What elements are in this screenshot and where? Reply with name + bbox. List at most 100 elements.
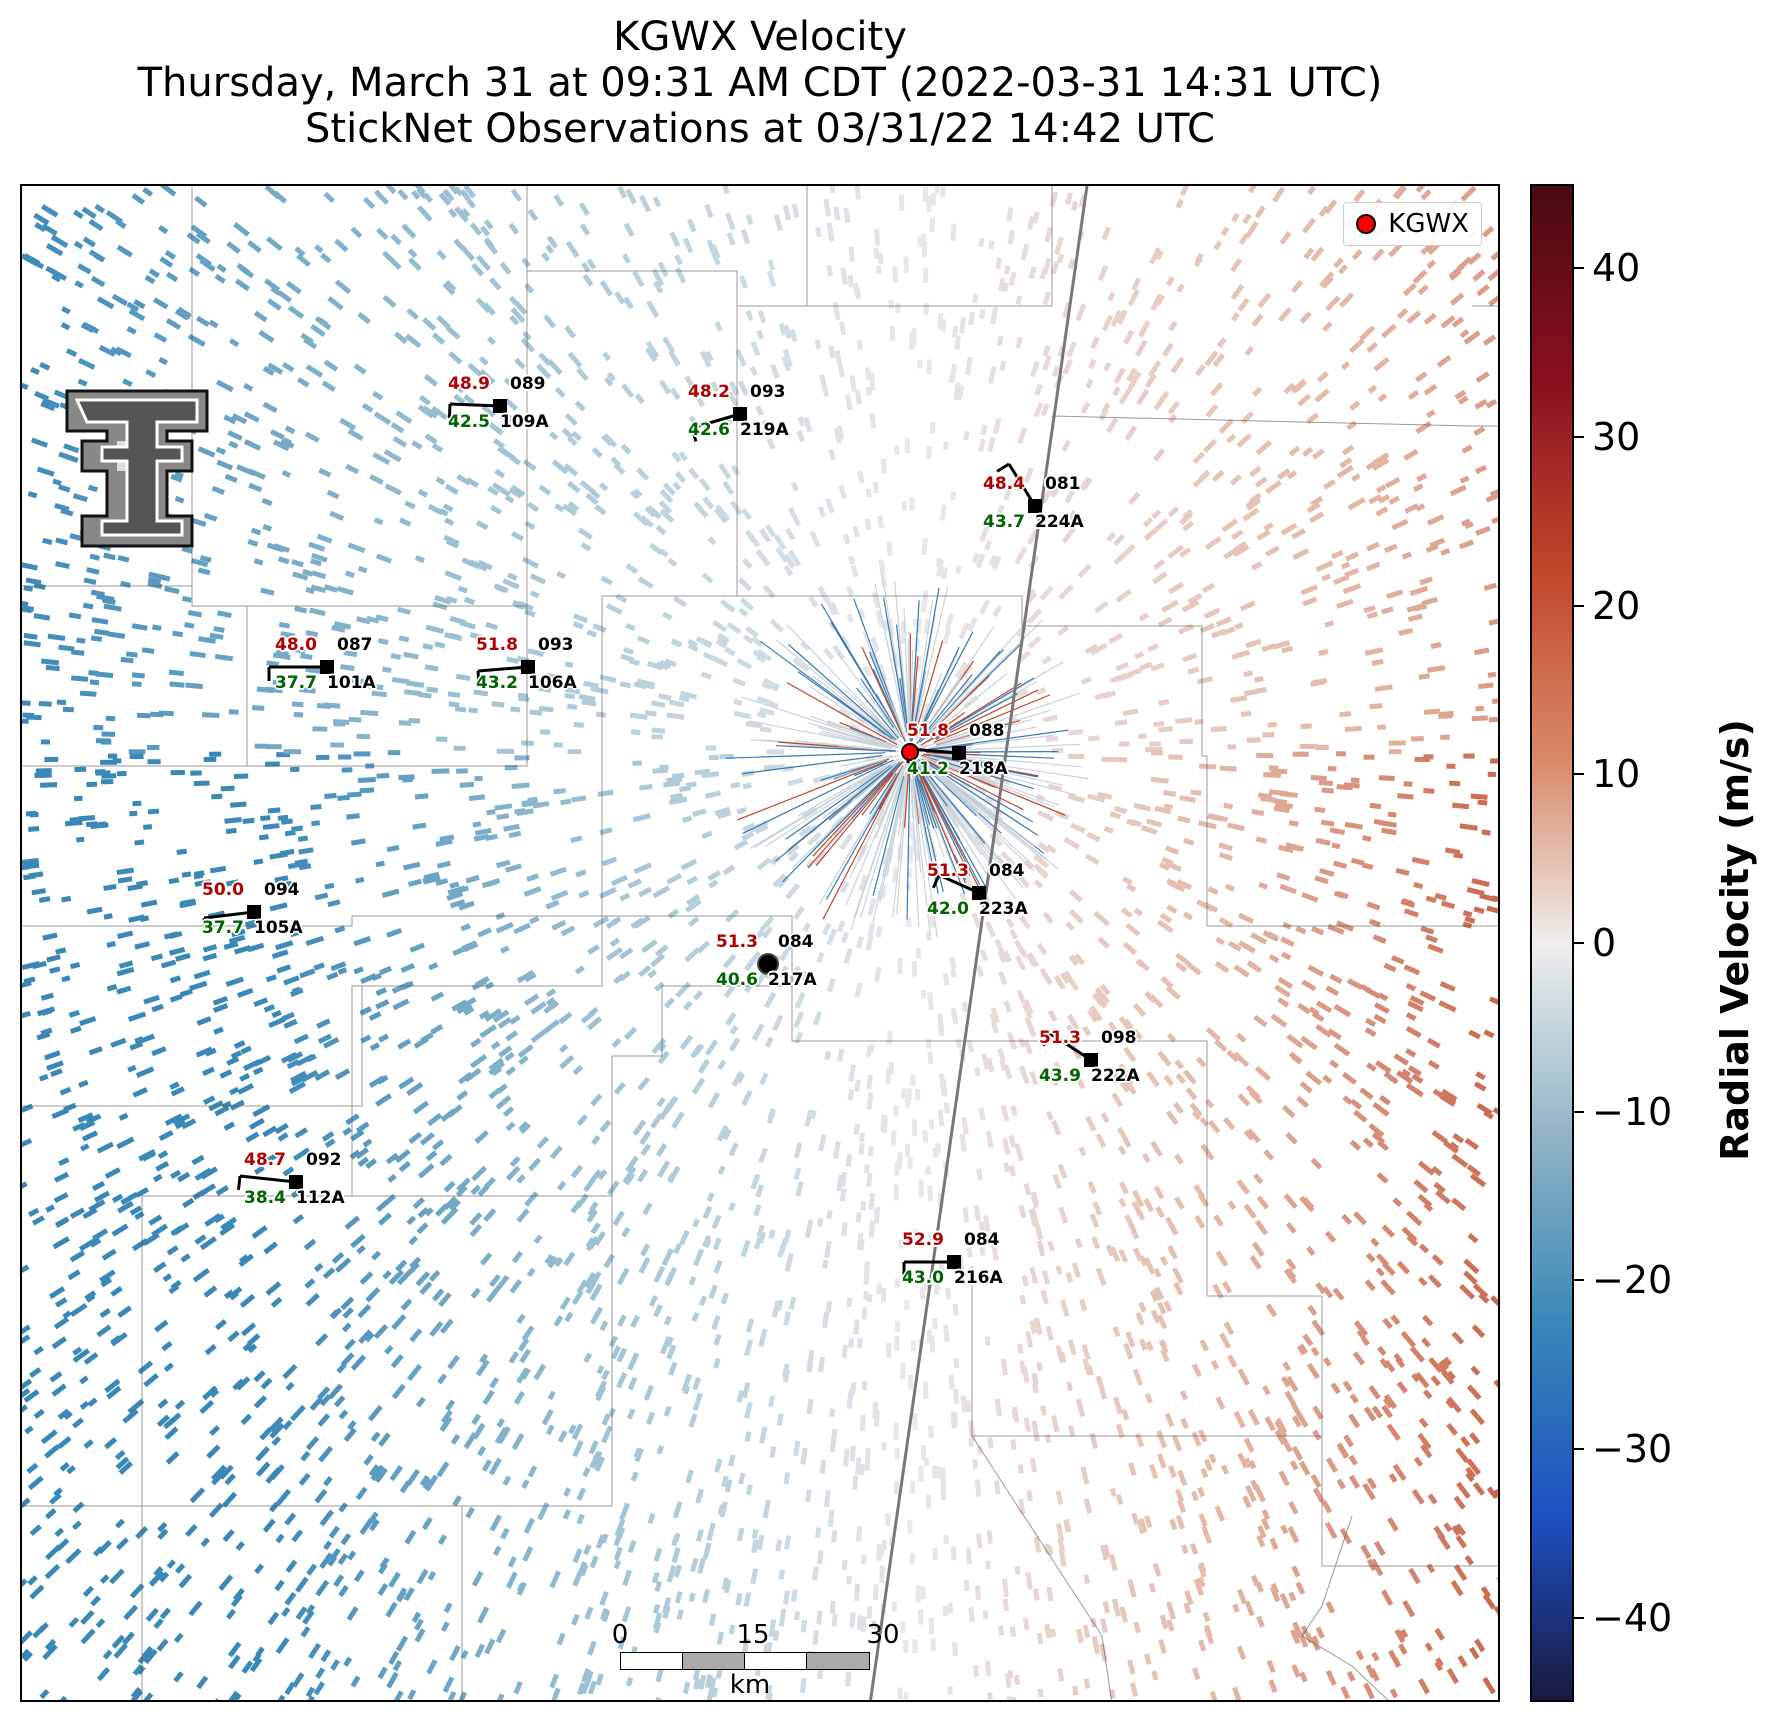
station-216A xyxy=(902,1255,961,1276)
colorbar-tick-label: 40 xyxy=(1592,246,1641,291)
colorbar-tick xyxy=(1574,1279,1584,1282)
station-223A xyxy=(931,873,986,900)
legend: KGWX xyxy=(1343,202,1482,246)
station-marker xyxy=(972,886,986,900)
station-wind-dir: 092 xyxy=(306,1150,342,1170)
station-temp: 48.7 xyxy=(244,1150,286,1170)
scale-label-0: 0 xyxy=(611,1620,629,1650)
station-temp: 51.8 xyxy=(476,635,518,655)
station-dewpoint: 43.7 xyxy=(983,512,1025,532)
colorbar-tick-label: −30 xyxy=(1592,1427,1673,1471)
wind-barb-flag xyxy=(202,917,208,933)
station-id: 101A xyxy=(327,673,376,693)
scale-segment-1 xyxy=(620,1652,684,1670)
county-boundaries xyxy=(22,186,1498,1700)
station-dewpoint: 37.7 xyxy=(275,673,317,693)
station-wind-dir: 098 xyxy=(1101,1028,1137,1048)
station-marker xyxy=(733,407,747,421)
legend-label: KGWX xyxy=(1388,209,1469,239)
velocity-field xyxy=(22,186,1498,1700)
station-wind-dir: 089 xyxy=(510,374,546,394)
station-217A xyxy=(757,953,779,975)
wind-barb-shaft xyxy=(691,412,741,430)
wind-barb-flag xyxy=(996,462,1010,473)
radar-map[interactable]: 48.9 089 42.5 109A 48.2 093 42.6 219A 48.4 081 43.… xyxy=(20,184,1500,1702)
title-line-1: KGWX Velocity xyxy=(613,14,907,60)
station-marker xyxy=(1084,1053,1098,1067)
colorbar-tick-label: −10 xyxy=(1592,1089,1673,1134)
station-wind-dir: 093 xyxy=(750,382,786,402)
station-wind-dir: 084 xyxy=(778,932,814,952)
state-line xyxy=(869,186,1089,1700)
station-temp: 52.9 xyxy=(902,1230,944,1250)
station-wind-dir: 093 xyxy=(538,635,574,655)
station-112A xyxy=(237,1174,303,1191)
scale-label-15: 15 xyxy=(736,1620,770,1650)
station-marker xyxy=(521,660,535,674)
station-id: 222A xyxy=(1091,1066,1140,1086)
station-dewpoint: 38.4 xyxy=(244,1188,286,1208)
station-marker xyxy=(493,399,507,413)
colorbar-tick-label: 10 xyxy=(1592,752,1641,797)
station-temp: 51.3 xyxy=(1039,1028,1081,1048)
station-id: 218A xyxy=(959,759,1008,779)
station-marker xyxy=(947,1255,961,1269)
station-temp: 51.8 xyxy=(907,721,949,741)
station-temp: 48.9 xyxy=(448,374,490,394)
station-dewpoint: 43.9 xyxy=(1039,1066,1081,1086)
station-marker xyxy=(289,1175,303,1189)
station-dewpoint: 42.0 xyxy=(927,899,969,919)
colorbar-tick-label: −40 xyxy=(1592,1595,1673,1640)
colorbar-tick xyxy=(1574,942,1584,944)
station-dewpoint: 42.5 xyxy=(448,412,490,432)
station-id: 219A xyxy=(740,420,789,440)
station-wind-dir: 081 xyxy=(1045,474,1081,494)
station-id: 112A xyxy=(296,1188,345,1208)
wind-barb-flag xyxy=(447,403,452,419)
station-temp: 48.4 xyxy=(983,474,1025,494)
station-dewpoint: 37.7 xyxy=(202,918,244,938)
station-id: 106A xyxy=(528,673,577,693)
station-id: 223A xyxy=(979,899,1028,919)
station-wind-dir: 084 xyxy=(964,1230,1000,1250)
station-wind-dir: 084 xyxy=(989,861,1025,881)
station-id: 109A xyxy=(500,412,549,432)
colorbar-tick xyxy=(1574,1448,1584,1450)
colorbar-tick xyxy=(1574,1110,1584,1113)
radar-site-marker xyxy=(901,743,919,761)
colorbar-tick-label: 0 xyxy=(1592,921,1617,965)
station-wind-dir: 094 xyxy=(264,880,300,900)
colorbar-tick xyxy=(1574,1616,1584,1619)
station-dewpoint: 43.2 xyxy=(476,673,518,693)
station-219A xyxy=(690,407,747,442)
wind-barb-flag xyxy=(690,427,698,442)
wind-barb-flag xyxy=(1042,1033,1053,1047)
station-dewpoint: 41.2 xyxy=(907,759,949,779)
station-105A xyxy=(202,905,261,933)
colorbar-tick-label: −20 xyxy=(1592,1258,1673,1303)
scale-bar: 0 15 30 km xyxy=(612,1620,900,1700)
station-id: 217A xyxy=(768,970,817,990)
wind-barb-shaft xyxy=(449,402,501,408)
station-temp: 51.3 xyxy=(927,861,969,881)
title-line-3: StickNet Observations at 03/31/22 14:42 … xyxy=(305,106,1215,152)
station-dewpoint: 43.0 xyxy=(902,1268,944,1288)
wind-barb-shaft xyxy=(477,665,529,673)
station-224A xyxy=(996,462,1042,513)
station-marker xyxy=(320,660,334,674)
station-222A xyxy=(1042,1032,1098,1067)
wind-barb-shaft xyxy=(239,1174,297,1184)
station-temp: 48.0 xyxy=(275,635,317,655)
radar-legend-icon xyxy=(1356,214,1377,234)
station-dewpoint: 40.6 xyxy=(716,970,758,990)
scale-segment-3 xyxy=(744,1652,808,1670)
colorbar-tick xyxy=(1574,267,1584,270)
station-id: 216A xyxy=(954,1268,1003,1288)
station-marker xyxy=(952,746,966,760)
scale-segment-2 xyxy=(682,1652,746,1670)
wind-barb-flag xyxy=(476,670,481,686)
scale-unit: km xyxy=(729,1670,771,1700)
station-temp: 51.3 xyxy=(716,932,758,952)
calm-wind-marker xyxy=(757,953,779,975)
colorbar-tick-label: 30 xyxy=(1592,415,1641,459)
